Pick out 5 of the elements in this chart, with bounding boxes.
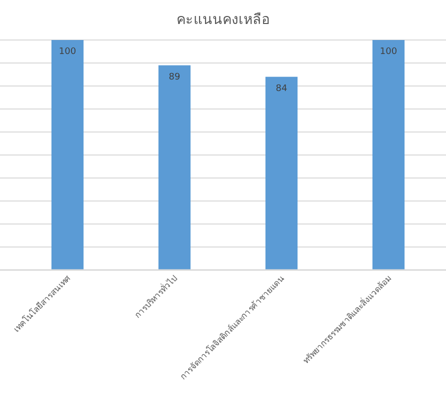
- data-label: 100: [380, 47, 398, 57]
- data-label: 100: [58, 47, 76, 57]
- data-label: 89: [168, 72, 180, 82]
- chart-title: คะแนนคงเหลือ: [176, 12, 270, 28]
- data-label: 84: [276, 84, 288, 94]
